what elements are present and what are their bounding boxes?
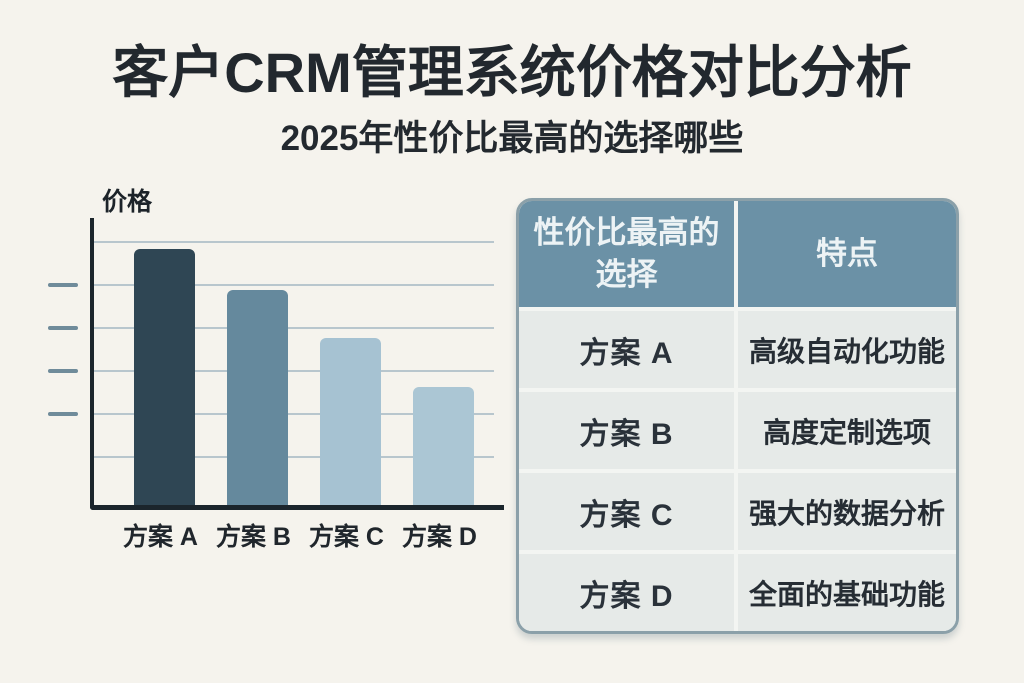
table-cell-plan-a: 方案 A bbox=[519, 311, 734, 388]
y-axis-tick bbox=[48, 283, 78, 287]
page-title: 客户CRM管理系统价格对比分析 bbox=[112, 41, 912, 104]
table-cell-feature-b: 高度定制选项 bbox=[738, 392, 956, 469]
page-subtitle: 2025年性价比最高的选择哪些 bbox=[280, 119, 744, 158]
x-axis-label-2: 方案 B bbox=[215, 523, 291, 551]
table-cell-feature-d: 全面的基础功能 bbox=[738, 554, 956, 631]
gridline bbox=[94, 413, 494, 415]
table-cell-plan-c: 方案 C bbox=[519, 473, 734, 550]
table-cell-plan-d: 方案 D bbox=[519, 554, 734, 631]
table-header-best-choice: 性价比最高的 选择 bbox=[519, 201, 734, 307]
gridline bbox=[94, 327, 494, 329]
table-header-features: 特点 bbox=[738, 201, 956, 307]
table-cell-plan-b: 方案 B bbox=[519, 392, 734, 469]
x-axis-label-1: 方案 A bbox=[122, 523, 198, 551]
chart-bar-3 bbox=[320, 338, 381, 505]
gridline bbox=[94, 241, 494, 243]
y-axis-label: 价格 bbox=[102, 188, 153, 216]
table-cell-feature-c: 强大的数据分析 bbox=[738, 473, 956, 550]
x-axis-label-3: 方案 C bbox=[308, 523, 384, 551]
comparison-table: 性价比最高的 选择 特点 方案 A 高级自动化功能 方案 B 高度定制选项 方案… bbox=[516, 198, 959, 634]
gridline bbox=[94, 456, 494, 458]
chart-bar-2 bbox=[227, 290, 288, 505]
y-axis-tick bbox=[48, 369, 78, 373]
plot-area bbox=[90, 218, 504, 510]
chart-bar-4 bbox=[413, 387, 474, 505]
y-axis-tick bbox=[48, 326, 78, 330]
price-bar-chart: 价格 方案 A 方案 B 方案 C 方案 D bbox=[40, 180, 518, 560]
table-cell-feature-a: 高级自动化功能 bbox=[738, 311, 956, 388]
chart-bar-1 bbox=[134, 249, 195, 505]
x-axis-label-4: 方案 D bbox=[401, 523, 477, 551]
y-axis-tick bbox=[48, 412, 78, 416]
gridline bbox=[94, 370, 494, 372]
gridline bbox=[94, 284, 494, 286]
